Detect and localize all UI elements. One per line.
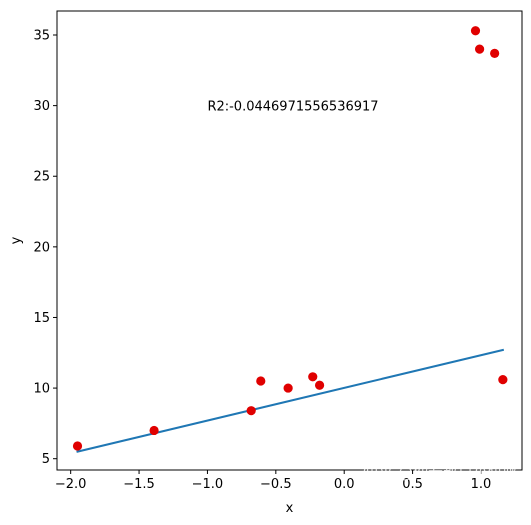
y-tick-label: 15	[33, 311, 50, 326]
x-tick-label: 1.0	[471, 477, 492, 492]
r2-annotation: R2:-0.0446971556536917	[207, 100, 378, 115]
data-point	[72, 441, 83, 451]
x-tick-label: 0.5	[402, 477, 423, 492]
data-point	[490, 48, 500, 58]
x-tick-label: −0.5	[260, 477, 292, 492]
data-point	[470, 26, 481, 36]
data-point	[256, 376, 266, 386]
data-point	[246, 406, 256, 416]
watermark: 知乎 @你看那只小猫咪	[363, 464, 518, 482]
y-tick-label: 25	[33, 170, 50, 185]
y-tick-label: 20	[33, 240, 50, 255]
y-tick-label: 30	[33, 99, 50, 114]
data-point	[498, 375, 508, 385]
x-tick-label: −1.0	[192, 477, 224, 492]
x-axis-label: x	[286, 501, 294, 516]
y-tick-label: 35	[33, 29, 50, 44]
data-point	[308, 372, 318, 382]
y-axis-label: y	[9, 236, 24, 244]
x-tick-label: −2.0	[55, 477, 87, 492]
data-point	[475, 44, 485, 54]
plot-frame	[56, 10, 523, 471]
y-tick-label: 5	[42, 452, 50, 467]
x-tick-label: −1.5	[123, 477, 155, 492]
y-tick-label: 10	[33, 382, 50, 397]
data-point	[149, 425, 159, 436]
data-point	[314, 380, 325, 390]
regression-line	[76, 348, 505, 453]
data-point	[283, 383, 293, 393]
x-tick-label: 0.0	[334, 477, 355, 492]
